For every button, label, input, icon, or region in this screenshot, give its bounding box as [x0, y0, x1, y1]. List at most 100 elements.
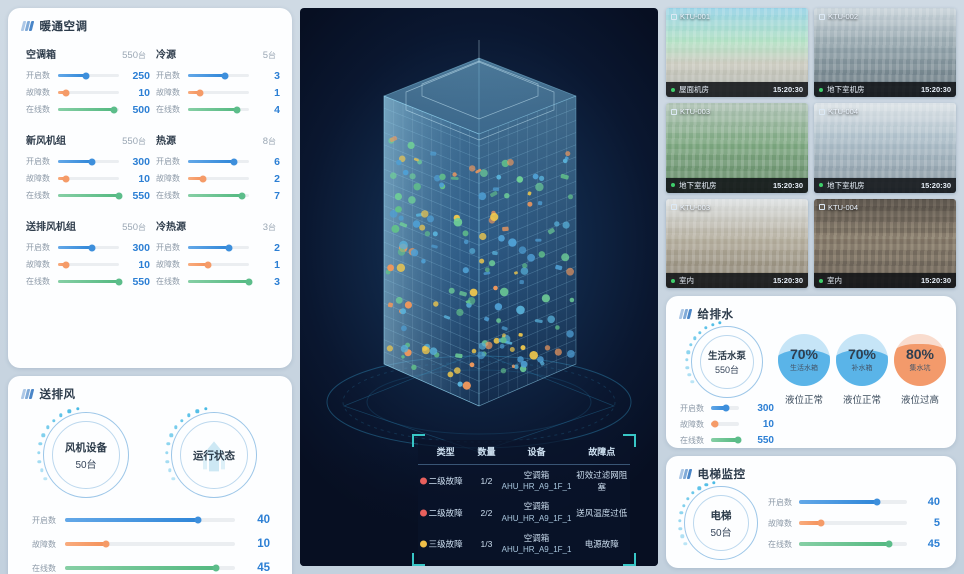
device-marker[interactable] — [518, 332, 523, 337]
device-marker[interactable] — [415, 213, 423, 217]
device-marker[interactable] — [555, 325, 560, 330]
device-marker[interactable] — [429, 347, 438, 356]
device-marker[interactable] — [401, 325, 407, 332]
slider-track[interactable] — [799, 540, 907, 548]
slider-row-fault[interactable]: 故障数 10 — [26, 170, 150, 187]
device-marker[interactable] — [413, 183, 421, 191]
device-marker[interactable] — [457, 381, 463, 387]
slider-track[interactable] — [58, 261, 119, 268]
device-marker[interactable] — [459, 291, 467, 297]
slider-track[interactable] — [799, 498, 907, 506]
slider-track[interactable] — [188, 72, 249, 79]
device-marker[interactable] — [569, 297, 575, 303]
slider-track[interactable] — [188, 192, 249, 199]
device-marker[interactable] — [469, 165, 476, 172]
slider-row-on[interactable]: 开启数 2 — [156, 239, 280, 256]
device-marker[interactable] — [566, 267, 574, 276]
slider-knob[interactable] — [62, 89, 70, 96]
slider-track[interactable] — [711, 404, 739, 412]
device-marker[interactable] — [462, 230, 469, 237]
device-marker[interactable] — [538, 251, 546, 258]
device-marker[interactable] — [498, 235, 505, 242]
slider-row-blue[interactable]: 开启数 40 — [32, 508, 270, 532]
device-marker[interactable] — [447, 371, 454, 378]
slider-track[interactable] — [58, 278, 123, 285]
device-marker[interactable] — [413, 157, 420, 162]
device-marker[interactable] — [518, 246, 527, 254]
device-marker[interactable] — [471, 348, 477, 354]
slider-knob[interactable] — [88, 244, 96, 251]
device-marker[interactable] — [477, 351, 486, 360]
slider-knob[interactable] — [230, 158, 238, 165]
device-marker[interactable] — [500, 336, 507, 344]
slider-track[interactable] — [799, 519, 907, 527]
device-marker[interactable] — [532, 173, 539, 180]
slider-row-green[interactable]: 在线数 45 — [32, 556, 270, 574]
device-marker[interactable] — [390, 172, 397, 179]
device-marker[interactable] — [501, 326, 508, 331]
slider-knob[interactable] — [225, 244, 233, 251]
slider-track[interactable] — [58, 72, 119, 79]
slider-knob[interactable] — [711, 420, 719, 428]
slider-knob[interactable] — [196, 89, 204, 96]
slider-knob[interactable] — [722, 404, 730, 412]
device-marker[interactable] — [540, 361, 545, 366]
device-marker[interactable] — [483, 271, 491, 276]
device-marker[interactable] — [496, 318, 501, 323]
device-marker[interactable] — [541, 294, 550, 303]
device-marker[interactable] — [507, 159, 514, 166]
slider-row-on[interactable]: 开启数 300 — [26, 239, 150, 256]
device-marker[interactable] — [386, 345, 393, 352]
slider-row-online[interactable]: 在线数 4 — [156, 101, 280, 118]
device-marker[interactable] — [412, 220, 421, 228]
device-marker[interactable] — [492, 187, 500, 191]
device-marker[interactable] — [396, 159, 402, 166]
slider-knob[interactable] — [194, 516, 202, 524]
device-marker[interactable] — [432, 231, 438, 237]
device-marker[interactable] — [408, 196, 416, 204]
slider-track[interactable] — [58, 89, 119, 96]
device-marker[interactable] — [462, 267, 469, 274]
device-marker[interactable] — [534, 319, 543, 323]
device-marker[interactable] — [431, 244, 438, 249]
device-marker[interactable] — [501, 333, 507, 338]
device-marker[interactable] — [395, 206, 401, 213]
slider-track[interactable] — [65, 516, 235, 524]
slider-knob[interactable] — [62, 261, 70, 268]
slider-row-online[interactable]: 在线数 550 — [26, 187, 150, 204]
slider-knob[interactable] — [199, 175, 207, 182]
slider-row-fault[interactable]: 故障数 1 — [156, 256, 280, 273]
slider-knob[interactable] — [221, 72, 229, 79]
slider-row-orange[interactable]: 故障数 5 — [768, 513, 940, 534]
slider-row-fault[interactable]: 故障数 2 — [156, 170, 280, 187]
device-marker[interactable] — [520, 345, 526, 351]
device-marker[interactable] — [427, 215, 434, 223]
slider-track[interactable] — [65, 540, 235, 548]
device-marker[interactable] — [513, 364, 519, 370]
device-marker[interactable] — [398, 215, 404, 221]
device-marker[interactable] — [402, 169, 409, 176]
slider-row-blue[interactable]: 开启数 300 — [680, 400, 774, 416]
device-marker[interactable] — [433, 301, 439, 307]
slider-row-orange[interactable]: 故障数 10 — [680, 416, 774, 432]
fault-table-row[interactable]: 三级故障 1/3 空调箱 AHU_HR_A9_1F_1 电源故障 — [418, 529, 630, 560]
slider-track[interactable] — [58, 158, 119, 165]
device-marker[interactable] — [489, 260, 496, 267]
device-marker[interactable] — [535, 182, 544, 192]
device-marker[interactable] — [424, 231, 431, 237]
slider-knob[interactable] — [245, 278, 253, 285]
device-marker[interactable] — [499, 343, 505, 349]
device-marker[interactable] — [480, 169, 488, 178]
device-marker[interactable] — [492, 251, 498, 256]
device-marker[interactable] — [399, 222, 408, 228]
device-marker[interactable] — [568, 194, 573, 200]
device-marker[interactable] — [504, 193, 510, 199]
device-marker[interactable] — [462, 381, 471, 390]
device-marker[interactable] — [544, 345, 551, 351]
slider-knob[interactable] — [238, 192, 246, 199]
device-marker[interactable] — [421, 210, 429, 218]
device-marker[interactable] — [409, 173, 416, 180]
device-marker[interactable] — [455, 353, 463, 359]
device-marker[interactable] — [411, 364, 417, 370]
device-marker[interactable] — [439, 182, 445, 188]
